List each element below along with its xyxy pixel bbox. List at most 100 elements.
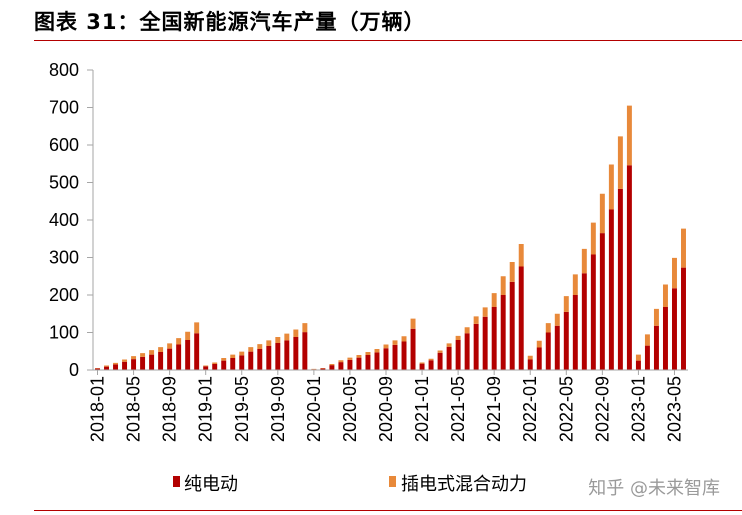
bar-bev: [194, 333, 200, 370]
bar-phev: [653, 308, 659, 326]
bar-bev: [473, 323, 479, 370]
bar-phev: [590, 222, 596, 255]
bar-phev: [329, 364, 335, 366]
x-tick-label: 2021-01: [412, 376, 432, 442]
bar-bev: [329, 365, 335, 370]
bar-bev: [248, 351, 254, 370]
bar-bev: [644, 345, 650, 370]
bar-bev: [419, 363, 425, 370]
x-tick-label: 2021-09: [484, 376, 504, 442]
bar-phev: [257, 344, 263, 349]
bar-phev: [410, 318, 416, 329]
bar-bev: [149, 354, 155, 370]
bar-bev: [428, 360, 434, 370]
bar-bev: [491, 307, 497, 370]
bar-phev: [356, 355, 362, 358]
x-axis-ticks: 2018-01 2018-05 2018-09 2019-01 2019-05 2019-…: [88, 370, 684, 442]
bar-bev: [626, 165, 632, 370]
bar-bev: [401, 341, 407, 370]
bar-bev: [275, 343, 281, 370]
bar-bev: [356, 357, 362, 370]
bar-phev: [104, 365, 110, 367]
bar-bev: [482, 316, 488, 370]
bar-phev: [284, 333, 290, 341]
bar-phev: [131, 356, 137, 360]
bar-phev: [608, 164, 614, 210]
bar-bev: [284, 340, 290, 370]
x-tick-label: 2018-09: [160, 376, 180, 442]
bar-phev: [581, 248, 587, 274]
bar-bev: [464, 333, 470, 370]
x-tick-label: 2019-09: [268, 376, 288, 442]
y-tick-label: 200: [49, 285, 79, 305]
legend-label-phev: 插电式混合动力: [401, 474, 527, 495]
bar-bev: [681, 267, 686, 370]
bar-bev: [347, 359, 353, 370]
bar-phev: [347, 357, 353, 360]
bar-bev: [509, 281, 515, 370]
legend-swatch-bev: [173, 476, 180, 487]
x-tick-label: 2023-05: [664, 376, 684, 442]
legend-swatch-phev: [389, 476, 396, 487]
bar-phev: [545, 323, 551, 333]
bar-bev: [455, 340, 461, 370]
bar-phev: [113, 362, 119, 365]
bar-bev: [185, 340, 191, 370]
bar-phev: [473, 316, 479, 324]
bar-phev: [419, 362, 425, 364]
bar-phev: [626, 105, 632, 166]
bar-bev: [545, 332, 551, 370]
watermark: 知乎 @未来智库: [588, 478, 720, 499]
legend: 纯电动 插电式混合动力: [173, 474, 527, 495]
bar-bev: [239, 355, 245, 370]
x-tick-label: 2020-01: [304, 376, 324, 442]
x-tick-label: 2021-05: [448, 376, 468, 442]
bar-phev: [158, 347, 164, 352]
bars: [95, 105, 686, 370]
bar-bev: [203, 366, 209, 370]
y-tick-label: 300: [49, 248, 79, 268]
bar-bev: [221, 360, 227, 370]
bar-bev: [338, 362, 344, 370]
bar-phev: [203, 365, 209, 367]
bar-phev: [644, 334, 650, 346]
bar-phev: [617, 136, 623, 189]
bar-phev: [140, 353, 146, 357]
bar-phev: [527, 355, 533, 360]
bar-phev: [455, 335, 461, 340]
bar-bev: [122, 361, 128, 370]
bar-phev: [293, 329, 299, 337]
bar-phev: [239, 351, 245, 356]
bar-phev: [681, 228, 686, 268]
x-tick-label: 2020-05: [340, 376, 360, 442]
bar-phev: [122, 359, 128, 362]
bar-bev: [581, 273, 587, 370]
bar-phev: [275, 337, 281, 343]
x-tick-label: 2023-01: [628, 376, 648, 442]
bar-phev: [176, 338, 182, 345]
bar-phev: [149, 350, 155, 355]
bar-bev: [302, 332, 308, 370]
bar-phev: [599, 193, 605, 234]
bar-bev: [266, 346, 272, 370]
bar-bev: [410, 328, 416, 370]
bar-phev: [635, 354, 641, 361]
bar-bev: [365, 355, 371, 370]
axes: [92, 70, 688, 371]
bar-bev: [95, 368, 100, 370]
bar-bev: [113, 364, 119, 370]
bar-phev: [464, 327, 470, 334]
y-tick-label: 500: [49, 173, 79, 193]
bar-bev: [320, 368, 326, 370]
bar-phev: [437, 350, 443, 353]
bar-phev: [185, 331, 191, 340]
bar-phev: [383, 344, 389, 349]
bar-bev: [536, 347, 542, 370]
title-rule: [34, 40, 742, 41]
bar-bev: [635, 360, 641, 370]
bar-phev: [248, 347, 254, 352]
bar-bev: [554, 325, 560, 370]
x-tick-label: 2019-01: [196, 376, 216, 442]
bar-bev: [563, 311, 569, 370]
